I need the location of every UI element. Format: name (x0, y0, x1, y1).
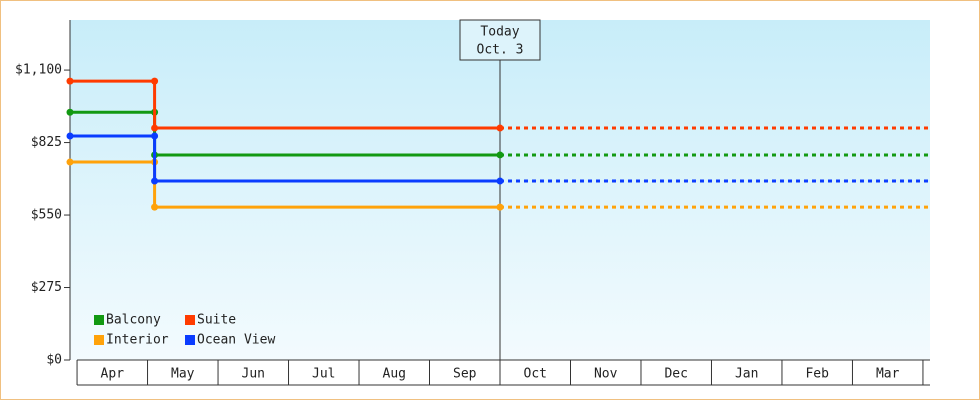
today-label: Oct. 3 (477, 43, 524, 58)
series-line (70, 79, 500, 130)
point (151, 124, 159, 132)
legend-swatch (185, 315, 195, 325)
x-tick-label: May (171, 367, 195, 382)
series-line (70, 134, 500, 183)
x-tick-label: Nov (594, 367, 618, 382)
legend-swatch (94, 335, 104, 345)
y-tick-label: $275 (31, 280, 62, 295)
legend-swatch (94, 315, 104, 325)
x-tick-label: Apr (101, 367, 125, 382)
legend-swatch (185, 335, 195, 345)
y-tick-label: $1,100 (15, 63, 62, 78)
x-tick-label: Jul (312, 367, 335, 382)
x-tick-label: Jan (735, 367, 758, 382)
x-tick-label: Mar (876, 367, 900, 382)
legend-label: Balcony (106, 313, 161, 328)
point (66, 158, 74, 166)
point (496, 151, 504, 159)
point (66, 77, 74, 85)
x-tick-label: Feb (805, 367, 829, 382)
legend-label: Interior (106, 333, 169, 348)
series-line (70, 160, 500, 209)
x-tick-label: Sep (453, 367, 477, 382)
legend-label: Suite (197, 313, 236, 328)
point (151, 132, 159, 140)
today-label: Today (480, 25, 519, 40)
point (151, 77, 159, 85)
y-tick-label: $550 (31, 208, 62, 223)
y-tick-label: $0 (46, 353, 62, 368)
point (151, 177, 159, 185)
legend-label: Ocean View (197, 333, 275, 348)
point (151, 203, 159, 211)
point (66, 108, 74, 116)
point (496, 124, 504, 132)
y-tick-label: $825 (31, 135, 62, 150)
x-tick-label: Aug (383, 367, 406, 382)
point (496, 177, 504, 185)
today-box (459, 19, 541, 61)
x-tick-label: Oct (524, 367, 547, 382)
x-tick-label: Dec (664, 367, 687, 382)
x-tick-label: Jun (242, 367, 265, 382)
point (66, 132, 74, 140)
point (496, 203, 504, 211)
